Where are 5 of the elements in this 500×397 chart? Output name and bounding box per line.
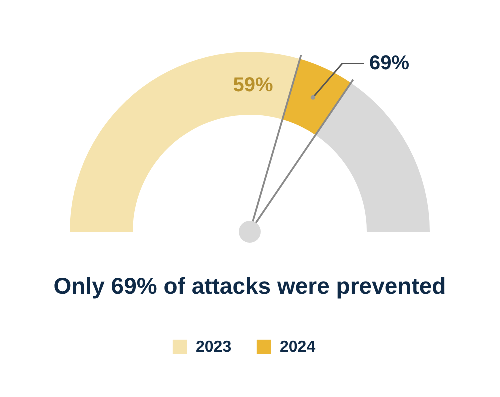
legend-label: 2023 [196, 339, 232, 356]
text: 69% [369, 52, 410, 75]
data-label: 59% [233, 74, 274, 96]
text: Only 69% of attacks were prevented [54, 273, 446, 299]
legend-label: 2024 [280, 339, 316, 356]
